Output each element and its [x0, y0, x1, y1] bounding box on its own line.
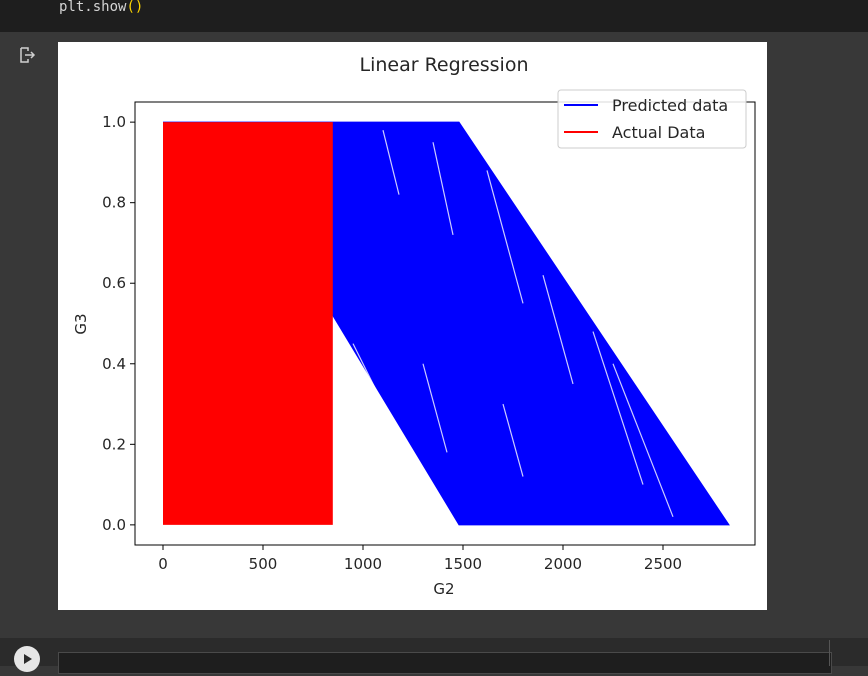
x-tick-label-1: 500	[249, 555, 278, 573]
y-tick-label-4: 0.8	[102, 194, 126, 212]
x-tick-label-3: 1500	[444, 555, 482, 573]
y-tick-label-0: 0.0	[102, 516, 126, 534]
chart-title: Linear Regression	[359, 54, 528, 76]
predicted-line-gap-8	[612, 363, 674, 518]
predicted-line-gap-7	[352, 343, 394, 425]
legend-label-actual: Actual Data	[612, 123, 705, 142]
x-tick-label-4: 2000	[544, 555, 582, 573]
y-tick-label-3: 0.6	[102, 274, 126, 292]
code-text: plt.show	[59, 0, 127, 15]
next-code-cell[interactable]	[58, 652, 832, 674]
legend-label-predicted: Predicted data	[612, 96, 728, 115]
axes-frame	[134, 101, 756, 546]
y-tick-label-5: 1.0	[102, 113, 126, 131]
y-tick-label-2: 0.4	[102, 355, 126, 373]
y-axis-label: G3	[72, 313, 90, 334]
plot-content	[163, 121, 730, 526]
code-cell[interactable]: plt.show()	[0, 0, 868, 32]
divider	[829, 640, 830, 666]
x-ticks: 0 500 1000 1500 2000 2500	[158, 545, 682, 573]
chart-svg: 0 500 1000 1500 2000 2500 0.00.20.40.60.81.0 …	[72, 54, 756, 598]
predicted-line-gap-6	[502, 403, 524, 477]
y-tick-label-1: 0.2	[102, 435, 126, 453]
play-icon	[24, 654, 32, 664]
predicted-line-gap-1	[432, 142, 454, 236]
code-line: plt.show()	[59, 0, 143, 15]
actual-data-region	[163, 122, 333, 525]
predicted-line-gap-4	[592, 331, 644, 485]
run-cell-button[interactable]	[14, 646, 40, 672]
x-tick-label-5: 2500	[644, 555, 682, 573]
matplotlib-figure: 0 500 1000 1500 2000 2500 0.0 0.2 0.4 0.6 0.8 1.0 …	[58, 42, 767, 610]
predicted-line-gap-0	[382, 130, 400, 195]
predicted-line-gap-3	[542, 275, 574, 385]
output-arrow-icon[interactable]	[18, 46, 36, 64]
legend: Predicted data Actual Data	[557, 89, 747, 149]
x-tick-label-2: 1000	[344, 555, 382, 573]
x-tick-label-0: 0	[158, 555, 168, 573]
predicted-line-gap-5	[422, 363, 448, 453]
code-paren: ()	[126, 0, 144, 15]
x-axis-label: G2	[433, 580, 454, 598]
predicted-line-gap-2	[486, 170, 524, 304]
y-ticks: 0.0 0.2 0.4 0.6 0.8 1.0	[102, 113, 135, 534]
